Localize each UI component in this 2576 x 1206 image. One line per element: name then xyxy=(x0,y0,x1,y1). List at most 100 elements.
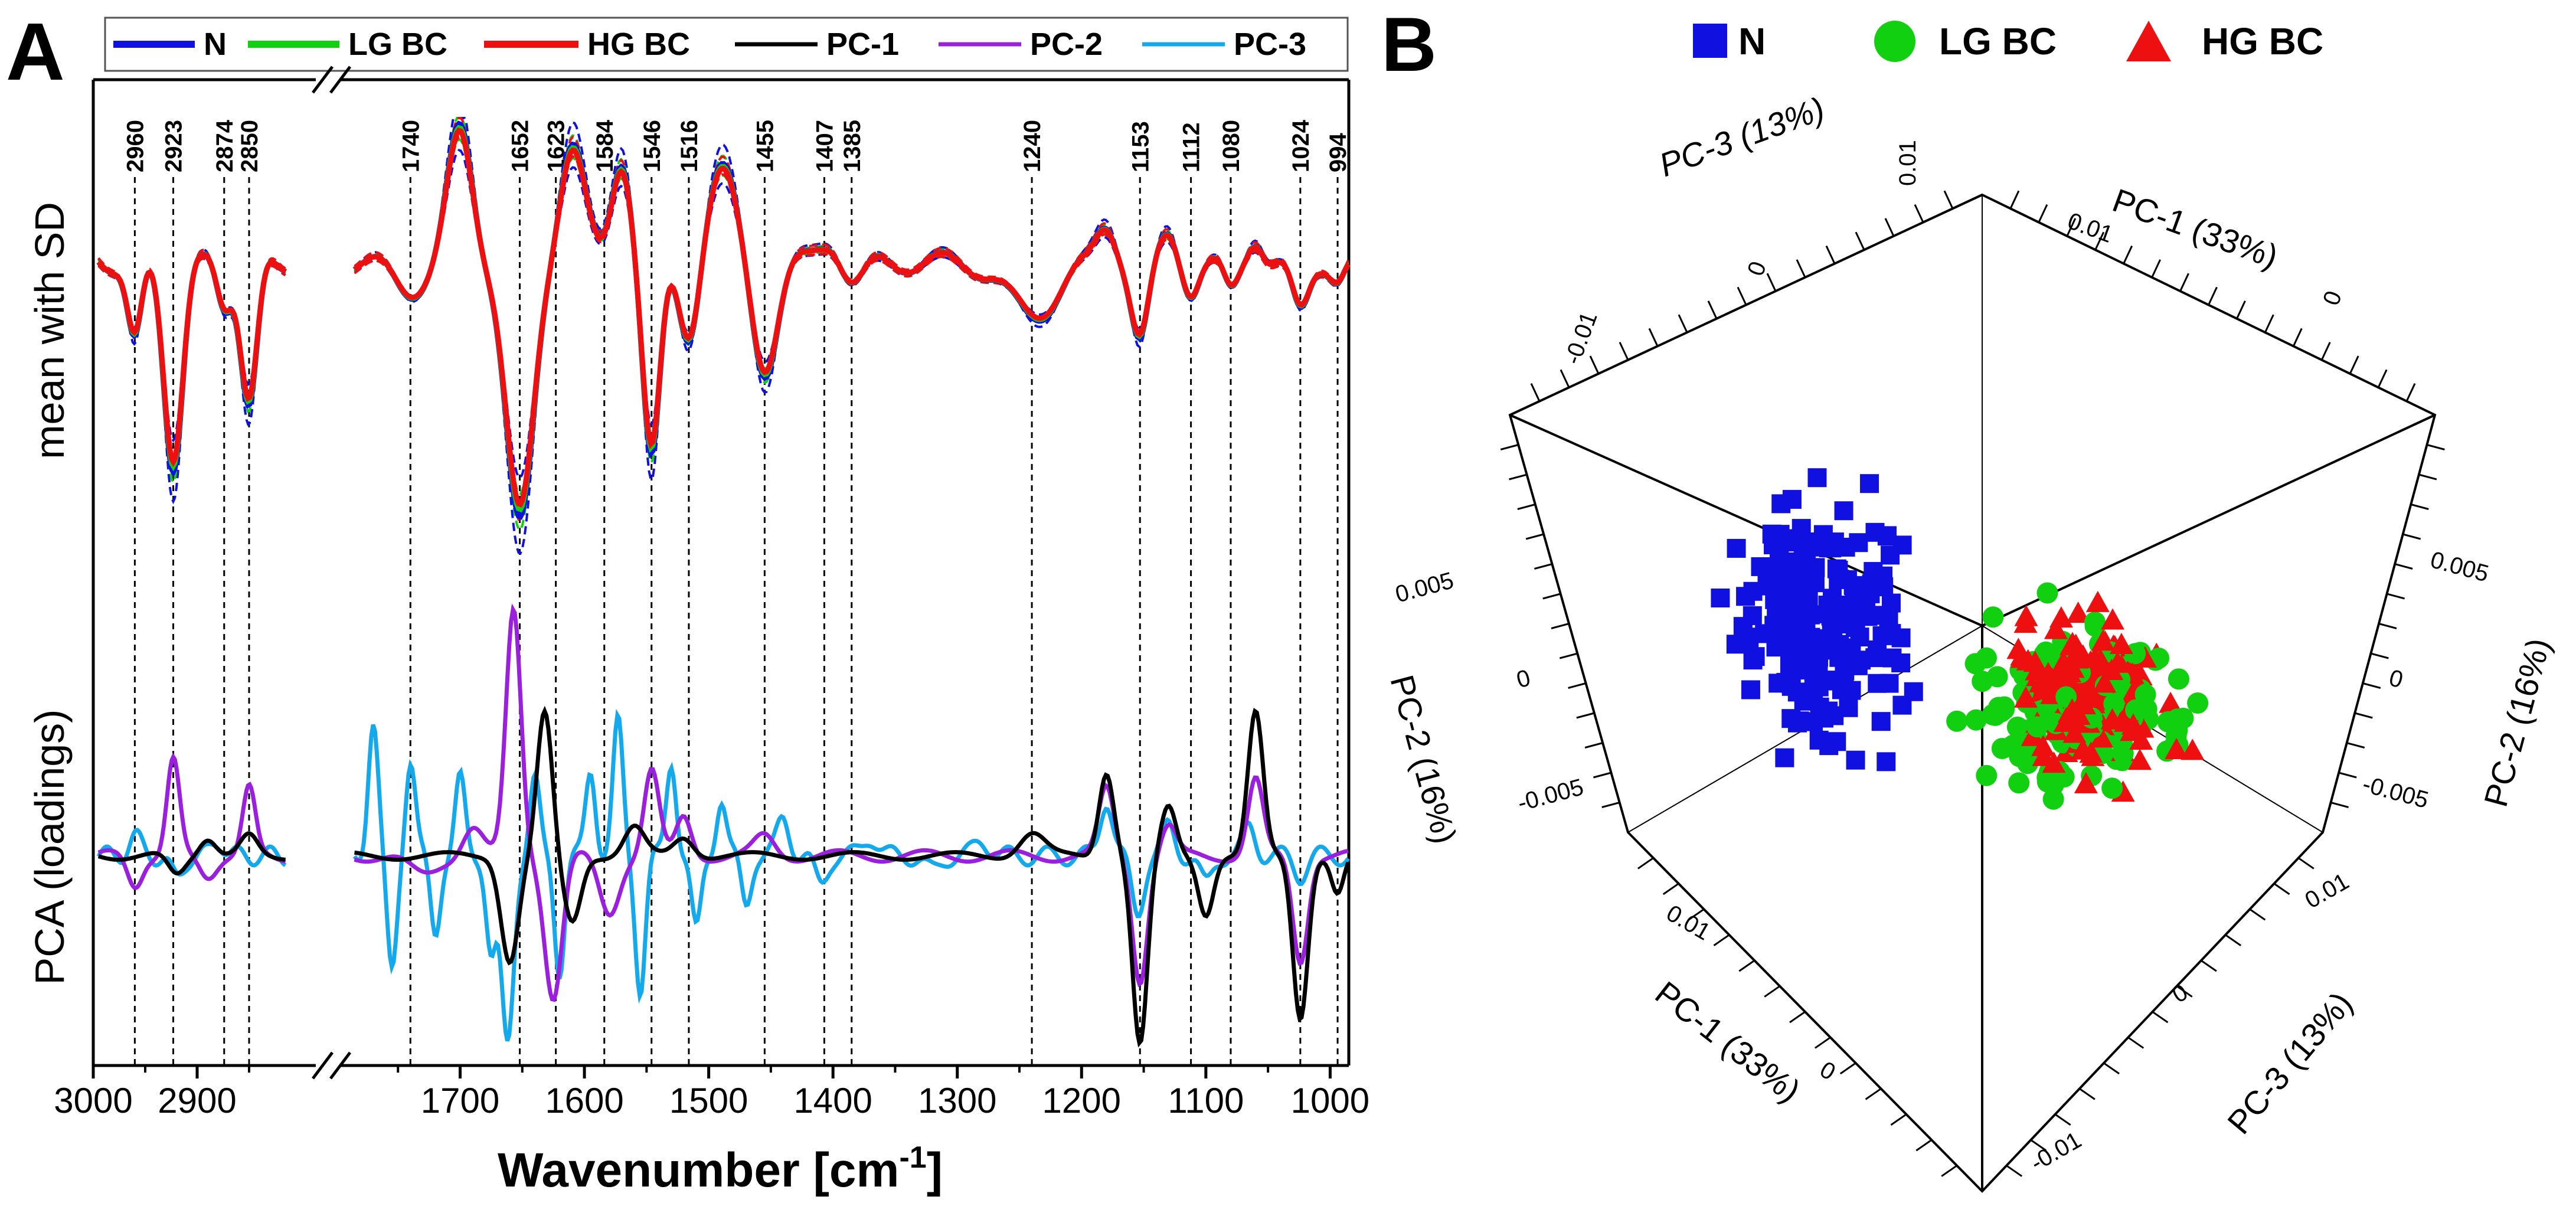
cube-edge-tick xyxy=(2079,1088,2096,1100)
legend-text-hg: HG BC xyxy=(2202,20,2323,63)
x-tick-label: 1500 xyxy=(669,1081,748,1120)
score-point-n xyxy=(1775,748,1794,767)
cube-edge-tick xyxy=(2249,908,2266,921)
score-point-hg xyxy=(2074,772,2098,793)
score-point-hg xyxy=(2061,632,2085,653)
score-point-n xyxy=(1787,576,1807,595)
peak-label: 2960 xyxy=(122,120,148,172)
score-point-lg xyxy=(2026,716,2048,738)
cube-edge-tick xyxy=(2030,1139,2047,1152)
cube-edge-tick xyxy=(1738,959,1756,972)
tick-pc3-top-0: 0.01 xyxy=(1895,140,1921,186)
peak-label: 2923 xyxy=(161,120,187,172)
score-point-hg xyxy=(2128,749,2152,770)
cube-edge-tick xyxy=(1601,802,1620,808)
cube-edge-tick xyxy=(2330,802,2349,808)
cube-edge-tick xyxy=(2354,712,2373,719)
cube-ticks xyxy=(1500,190,2445,1177)
score-point-hg xyxy=(2109,632,2133,654)
score-point-hg xyxy=(2013,612,2038,633)
score-point-n xyxy=(1794,541,1814,560)
sd-envelope xyxy=(97,117,1349,555)
axis-break-top xyxy=(329,66,351,94)
cube-edge-tick xyxy=(2346,742,2365,749)
cube-edge-tick xyxy=(1839,1062,1856,1075)
score-point-n xyxy=(1809,666,1828,685)
x-axis-label-end: ] xyxy=(927,1143,943,1197)
tick-pc2-right-2: -0.005 xyxy=(2360,771,2431,813)
scores-legend: N LG BC HG BC xyxy=(1693,20,2323,63)
score-point-hg xyxy=(2181,738,2205,760)
cube-edge-tick xyxy=(2127,1037,2145,1049)
x-axis-ticks: 3000 2900 1700 1600 1500 1400 1300 1200 1100 1000 xyxy=(54,1066,1369,1120)
score-point-n xyxy=(1843,576,1863,595)
peak-label: 994 xyxy=(1325,133,1351,172)
score-point-n xyxy=(1877,526,1897,545)
cube-edge-tick xyxy=(2006,1165,2023,1177)
cube-edge-tick xyxy=(2338,772,2357,779)
cube-edge-tick xyxy=(2208,286,2218,306)
tick-pc3-top-1: 0 xyxy=(1743,258,1771,279)
cube-edge-tick xyxy=(1517,504,1536,510)
score-point-hg xyxy=(2078,686,2103,708)
cube-edge-tick xyxy=(2151,259,2161,278)
cube-edge-tick xyxy=(2176,985,2193,998)
score-point-lg xyxy=(2042,788,2064,810)
score-point-n xyxy=(1745,647,1765,666)
cube-edge-tick xyxy=(1559,652,1578,659)
score-point-hg xyxy=(2066,602,2090,623)
peak-label: 1024 xyxy=(1288,119,1314,172)
x-tick-label: 1100 xyxy=(1168,1081,1244,1120)
cube-edge-tick xyxy=(1737,286,1747,306)
cube-edge-tick xyxy=(2320,342,2331,361)
score-point-n xyxy=(1865,648,1885,668)
cube-edge-tick xyxy=(1551,623,1570,629)
cube-edge-tick xyxy=(1637,857,1654,870)
score-point-n xyxy=(1874,566,1893,586)
tick-pc2-right-0: 0.005 xyxy=(2428,547,2492,587)
score-point-lg xyxy=(1976,764,1998,786)
cube-edge-tick xyxy=(2292,328,2303,347)
score-point-n xyxy=(1726,635,1745,654)
score-point-hg xyxy=(2100,608,2124,630)
legend-label-hg: HG BC xyxy=(587,27,690,62)
cube-edge-tick xyxy=(1576,712,1595,719)
cube-edge-tick xyxy=(2152,1011,2169,1024)
cube-edge-tick xyxy=(1825,245,1836,264)
peak-label: 1112 xyxy=(1179,122,1205,172)
peak-label: 1546 xyxy=(639,120,665,172)
score-point-n xyxy=(1827,732,1846,751)
axis-break-top xyxy=(312,66,334,94)
score-point-hg xyxy=(2100,658,2124,680)
score-point-hg xyxy=(2006,638,2031,659)
score-point-n xyxy=(1787,713,1807,733)
pc1-axis-title-top: PC-1 (33%) xyxy=(2108,181,2283,275)
score-point-lg xyxy=(2172,707,2194,729)
score-point-lg xyxy=(2134,684,2156,705)
x-tick-label: 1600 xyxy=(545,1081,623,1120)
cube-edge-tick xyxy=(1766,273,1777,292)
cube-edge-tick xyxy=(2410,504,2429,510)
score-point-hg xyxy=(2100,708,2124,730)
cube-edge-tick xyxy=(1796,259,1806,278)
score-point-lg xyxy=(1946,710,1968,732)
cube-edge-tick xyxy=(1648,328,1659,347)
cube-edge-tick xyxy=(2378,623,2397,629)
legend-text-lg: LG BC xyxy=(1939,20,2057,63)
score-point-n xyxy=(1835,664,1854,684)
pc2-axis-title-left: PC-2 (16%) xyxy=(1383,671,1464,848)
panel-a-label: A xyxy=(6,6,65,97)
cube-edge-tick xyxy=(2009,190,2020,209)
cube-edge-tick xyxy=(2066,218,2077,237)
cube-edge-tick xyxy=(2377,369,2388,388)
tick-pc1-bottom-0: 0.01 xyxy=(1662,900,1715,946)
mean-spectra xyxy=(96,117,1351,555)
score-point-n xyxy=(1767,624,1787,643)
cube-edge-tick xyxy=(1530,383,1541,402)
tick-pc2-left-2: -0.005 xyxy=(1515,774,1586,816)
peak-label: 1652 xyxy=(508,120,534,172)
peak-label: 1584 xyxy=(592,119,618,172)
score-point-n xyxy=(1762,524,1781,544)
score-point-lg xyxy=(2036,582,2058,604)
